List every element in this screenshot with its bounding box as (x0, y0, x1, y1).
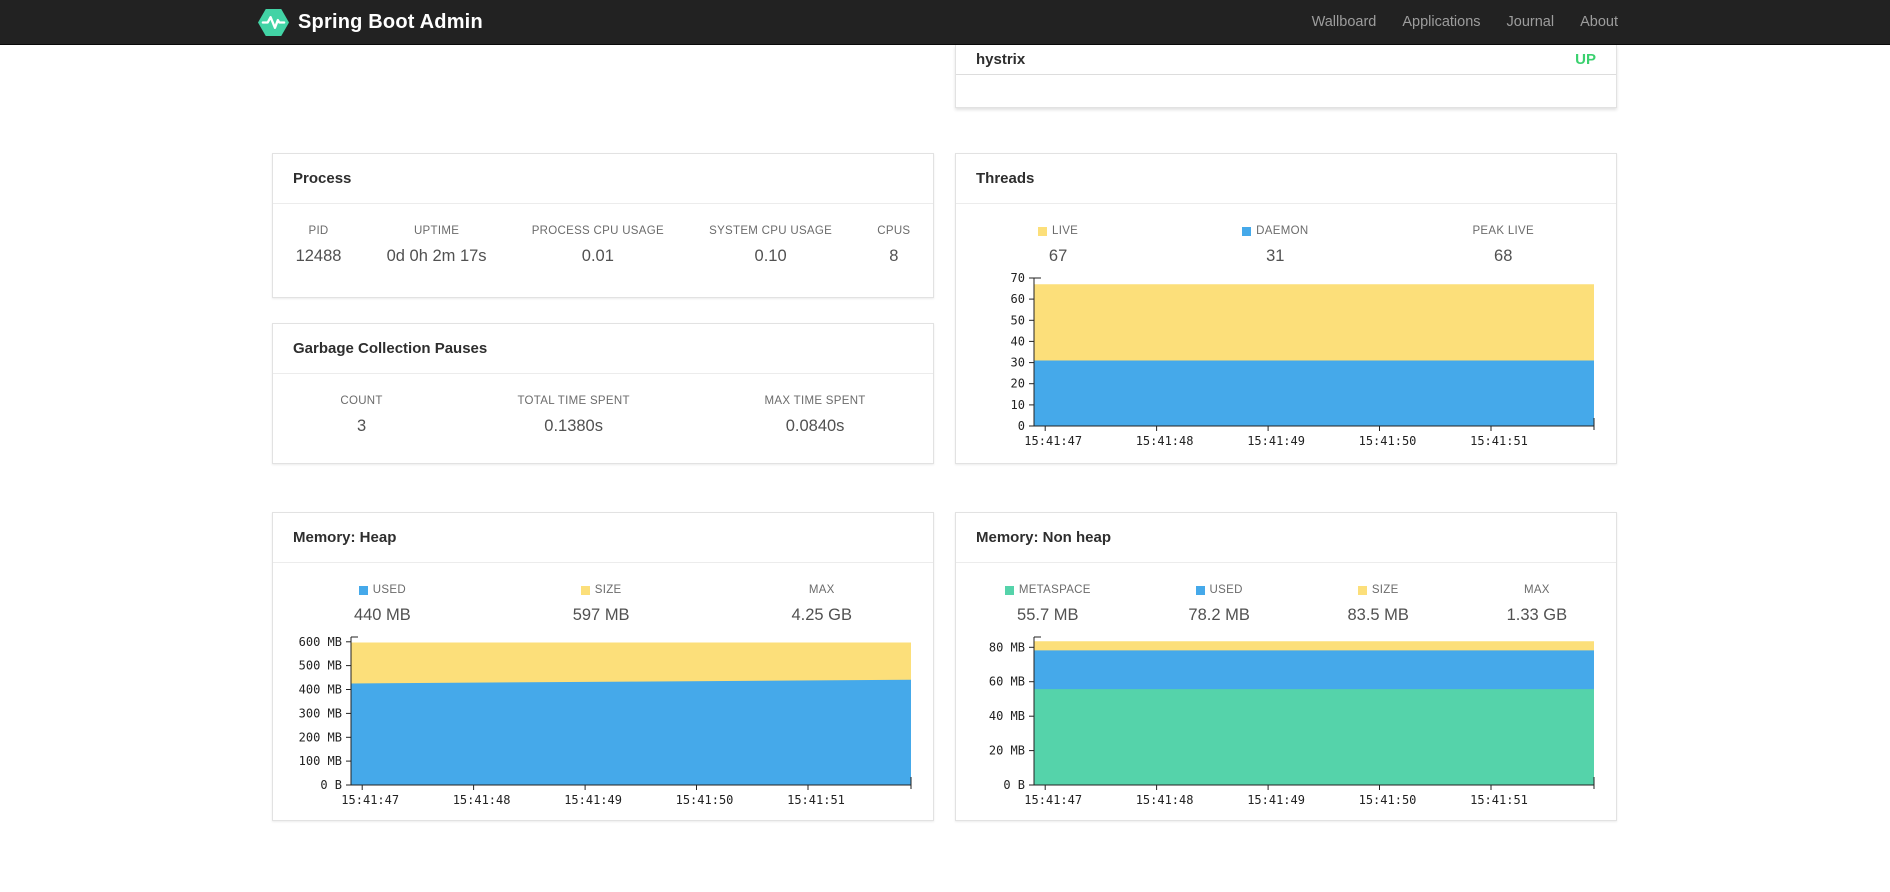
svg-text:80 MB: 80 MB (989, 640, 1025, 654)
svg-text:300 MB: 300 MB (299, 706, 342, 720)
svg-text:15:41:51: 15:41:51 (1470, 434, 1528, 448)
svg-text:10: 10 (1011, 398, 1025, 412)
nav-links: Wallboard Applications Journal About (1299, 14, 1618, 30)
svg-text:60 MB: 60 MB (989, 675, 1025, 689)
memory-heap-card: Memory: Heap USED 440 MB SIZE 597 MB (272, 512, 934, 821)
svg-text:60: 60 (1011, 292, 1025, 306)
spring-boot-admin-logo-icon (258, 8, 289, 36)
memory-nonheap-card-title: Memory: Non heap (956, 513, 1616, 563)
svg-text:100 MB: 100 MB (299, 754, 342, 768)
svg-text:50: 50 (1011, 313, 1025, 327)
stat-nonheap-size: SIZE 83.5 MB (1347, 584, 1409, 624)
process-card-title: Process (273, 154, 933, 204)
stat-gc-total-time: TOTAL TIME SPENT 0.1380s (517, 395, 630, 435)
svg-text:15:41:51: 15:41:51 (1470, 793, 1528, 807)
memory-heap-card-title: Memory: Heap (273, 513, 933, 563)
application-status-badge: UP (1575, 51, 1596, 68)
svg-text:15:41:50: 15:41:50 (676, 793, 734, 807)
stat-nonheap-used: USED 78.2 MB (1188, 584, 1250, 624)
svg-text:15:41:48: 15:41:48 (1136, 793, 1194, 807)
svg-text:15:41:49: 15:41:49 (1247, 793, 1305, 807)
memory-nonheap-card: Memory: Non heap METASPACE 55.7 MB USED … (955, 512, 1617, 821)
stat-heap-max: MAX 4.25 GB (791, 584, 853, 624)
legend-swatch-live-icon (1038, 226, 1047, 236)
stat-process-cpu-usage: PROCESS CPU USAGE 0.01 (531, 225, 664, 265)
threads-card: Threads LIVE 67 DAEMON 31 (955, 153, 1617, 464)
application-name: hystrix (976, 51, 1026, 68)
stat-heap-used: USED 440 MB (353, 584, 411, 624)
memory-heap-chart: 0 B 100 MB 200 MB 300 MB 400 MB 500 MB 600 MB 1… (299, 635, 912, 807)
legend-swatch-nonheap-size-icon (1357, 585, 1367, 595)
stat-uptime: UPTIME 0d 0h 2m 17s (386, 225, 487, 265)
legend-swatch-size-icon (580, 585, 590, 595)
svg-text:20 MB: 20 MB (989, 744, 1025, 758)
svg-text:30: 30 (1011, 356, 1025, 370)
gc-card-title: Garbage Collection Pauses (273, 324, 933, 374)
stat-gc-count: COUNT 3 (340, 395, 383, 435)
svg-text:0 B: 0 B (320, 778, 342, 792)
svg-text:70: 70 (1011, 271, 1025, 285)
svg-text:500 MB: 500 MB (299, 659, 342, 673)
svg-text:400 MB: 400 MB (299, 683, 342, 697)
svg-text:15:41:47: 15:41:47 (1024, 793, 1082, 807)
stat-system-cpu-usage: SYSTEM CPU USAGE 0.10 (709, 225, 833, 265)
svg-text:40 MB: 40 MB (989, 709, 1025, 723)
threads-card-title: Threads (956, 154, 1616, 204)
memory-nonheap-stats: METASPACE 55.7 MB USED 78.2 MB SIZE (956, 563, 1616, 625)
svg-text:15:41:51: 15:41:51 (787, 793, 845, 807)
gc-stats: COUNT 3 TOTAL TIME SPENT 0.1380s MAX TIM… (273, 374, 933, 436)
application-list-card: hystrix UP (955, 45, 1617, 108)
legend-swatch-metaspace-icon (1004, 585, 1014, 595)
application-row-hystrix[interactable]: hystrix UP (956, 45, 1616, 75)
brand-link[interactable]: Spring Boot Admin (258, 7, 483, 38)
nav-link-about[interactable]: About (1580, 14, 1618, 30)
memory-nonheap-chart: 0 B 20 MB 40 MB 60 MB 80 MB 15:41:47 15:41:48 1… (989, 636, 1595, 807)
svg-text:40: 40 (1011, 334, 1025, 348)
svg-text:15:41:49: 15:41:49 (1247, 434, 1305, 448)
navbar: Spring Boot Admin Wallboard Applications… (0, 0, 1890, 45)
legend-swatch-nonheap-used-icon (1195, 585, 1205, 595)
stat-gc-max-time: MAX TIME SPENT 0.0840s (764, 395, 866, 435)
threads-stats: LIVE 67 DAEMON 31 PEAK LIVE 68 (956, 204, 1616, 266)
svg-text:15:41:48: 15:41:48 (1136, 434, 1194, 448)
stat-nonheap-max: MAX 1.33 GB (1506, 584, 1568, 624)
brand-title: Spring Boot Admin (298, 10, 483, 33)
svg-text:20: 20 (1011, 377, 1025, 391)
svg-text:200 MB: 200 MB (299, 730, 342, 744)
stat-heap-size: SIZE 597 MB (572, 584, 630, 624)
stat-threads-peak-live: PEAK LIVE 68 (1472, 225, 1534, 265)
stat-cpus: CPUS 8 (877, 225, 911, 265)
threads-chart: 0 10 20 30 40 50 60 70 15:41:47 15:41:48 15:41:49 1… (1011, 271, 1595, 448)
svg-text:15:41:47: 15:41:47 (1024, 434, 1082, 448)
svg-text:15:41:50: 15:41:50 (1359, 793, 1417, 807)
process-card: Process PID 12488 UPTIME 0d 0h 2m 17s PR… (272, 153, 934, 298)
svg-text:15:41:48: 15:41:48 (453, 793, 511, 807)
legend-swatch-daemon-icon (1242, 226, 1252, 236)
svg-text:0 B: 0 B (1003, 778, 1025, 792)
nav-link-applications[interactable]: Applications (1402, 14, 1481, 30)
memory-heap-stats: USED 440 MB SIZE 597 MB MAX 4.25 GB (273, 563, 933, 625)
nav-link-wallboard[interactable]: Wallboard (1311, 14, 1377, 30)
gc-pauses-card: Garbage Collection Pauses COUNT 3 TOTAL … (272, 323, 934, 464)
svg-text:15:41:50: 15:41:50 (1359, 434, 1417, 448)
stat-nonheap-metaspace: METASPACE 55.7 MB (1004, 583, 1091, 625)
process-stats: PID 12488 UPTIME 0d 0h 2m 17s PROCESS CP… (273, 204, 933, 266)
legend-swatch-used-icon (358, 585, 368, 595)
svg-text:15:41:49: 15:41:49 (564, 793, 622, 807)
nav-link-journal[interactable]: Journal (1506, 14, 1555, 30)
stat-threads-daemon: DAEMON 31 (1242, 224, 1308, 266)
svg-text:0: 0 (1018, 419, 1025, 433)
svg-text:600 MB: 600 MB (299, 635, 342, 649)
stat-threads-live: LIVE 67 (1038, 224, 1078, 266)
stat-pid: PID 12488 (295, 225, 342, 265)
svg-text:15:41:47: 15:41:47 (341, 793, 399, 807)
